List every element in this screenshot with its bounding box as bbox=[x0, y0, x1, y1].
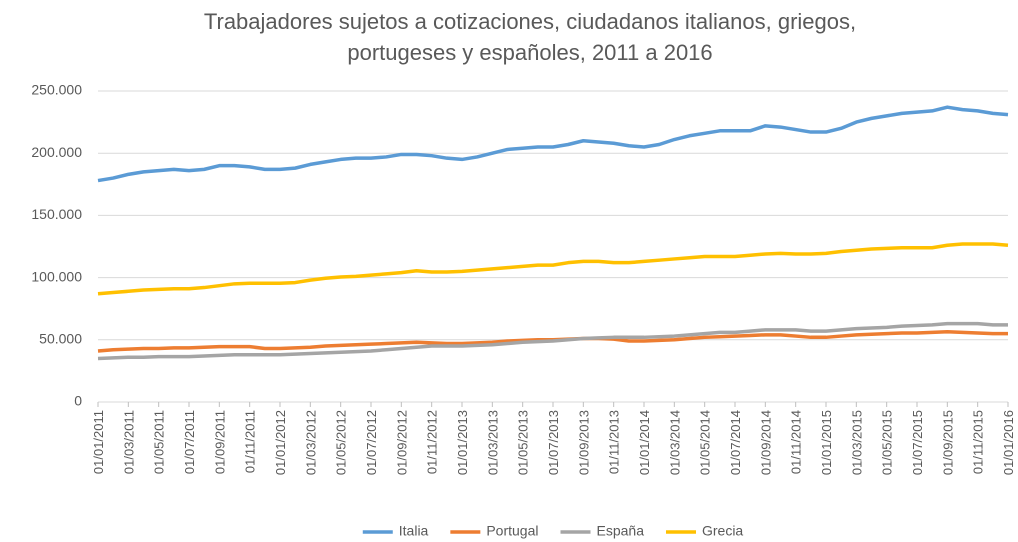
x-tick-label: 01/03/2013 bbox=[485, 410, 500, 475]
x-tick-label: 01/01/2012 bbox=[273, 410, 288, 475]
x-tick-label: 01/07/2011 bbox=[182, 410, 197, 474]
x-tick-label: 01/11/2012 bbox=[425, 410, 440, 474]
x-tick-label: 01/09/2013 bbox=[576, 410, 591, 475]
x-tick-label: 01/09/2012 bbox=[394, 410, 409, 475]
y-tick-label: 200.000 bbox=[31, 144, 82, 160]
legend-label: Italia bbox=[399, 523, 429, 539]
series-line bbox=[97, 321, 1008, 361]
x-tick-label: 01/01/2011 bbox=[91, 410, 106, 474]
x-tick-label: 01/05/2014 bbox=[698, 410, 713, 475]
x-tick-label: 01/07/2012 bbox=[364, 410, 379, 475]
legend-label: Grecia bbox=[702, 523, 743, 539]
x-tick-label: 01/11/2014 bbox=[789, 410, 804, 474]
x-tick-label: 01/03/2015 bbox=[849, 410, 864, 475]
x-tick-label: 01/01/2013 bbox=[455, 410, 470, 475]
x-tick-label: 01/11/2013 bbox=[607, 410, 622, 474]
y-tick-label: 50.000 bbox=[39, 331, 82, 347]
y-tick-label: 100.000 bbox=[31, 268, 82, 284]
x-tick-label: 01/03/2014 bbox=[667, 410, 682, 475]
chart-title: Trabajadores sujetos a cotizaciones, ciu… bbox=[203, 9, 857, 65]
x-tick-label: 01/11/2015 bbox=[971, 410, 986, 474]
x-tick-label: 01/11/2011 bbox=[243, 410, 258, 473]
x-tick-label: 01/05/2013 bbox=[516, 410, 531, 475]
x-tick-label: 01/05/2011 bbox=[152, 410, 167, 474]
x-tick-label: 01/09/2015 bbox=[940, 410, 955, 475]
x-tick-label: 01/01/2016 bbox=[1001, 410, 1016, 475]
y-tick-label: 250.000 bbox=[31, 82, 82, 98]
x-tick-label: 01/01/2015 bbox=[819, 410, 834, 475]
legend-label: España bbox=[597, 523, 645, 539]
y-tick-label: 0 bbox=[74, 393, 82, 409]
x-tick-label: 01/05/2015 bbox=[880, 410, 895, 475]
x-tick-label: 01/05/2012 bbox=[334, 410, 349, 475]
series-line bbox=[97, 105, 1009, 183]
x-tick-label: 01/03/2011 bbox=[121, 410, 136, 474]
legend-label: Portugal bbox=[486, 523, 538, 539]
y-tick-label: 150.000 bbox=[31, 206, 82, 222]
series-line bbox=[97, 242, 1009, 296]
x-tick-label: 01/01/2014 bbox=[637, 410, 652, 475]
x-tick-label: 01/07/2013 bbox=[546, 410, 561, 475]
x-tick-label: 01/07/2014 bbox=[728, 410, 743, 475]
x-tick-label: 01/07/2015 bbox=[910, 410, 925, 475]
x-tick-label: 01/03/2012 bbox=[303, 410, 318, 475]
x-tick-label: 01/09/2011 bbox=[212, 410, 227, 474]
x-tick-label: 01/09/2014 bbox=[758, 410, 773, 475]
